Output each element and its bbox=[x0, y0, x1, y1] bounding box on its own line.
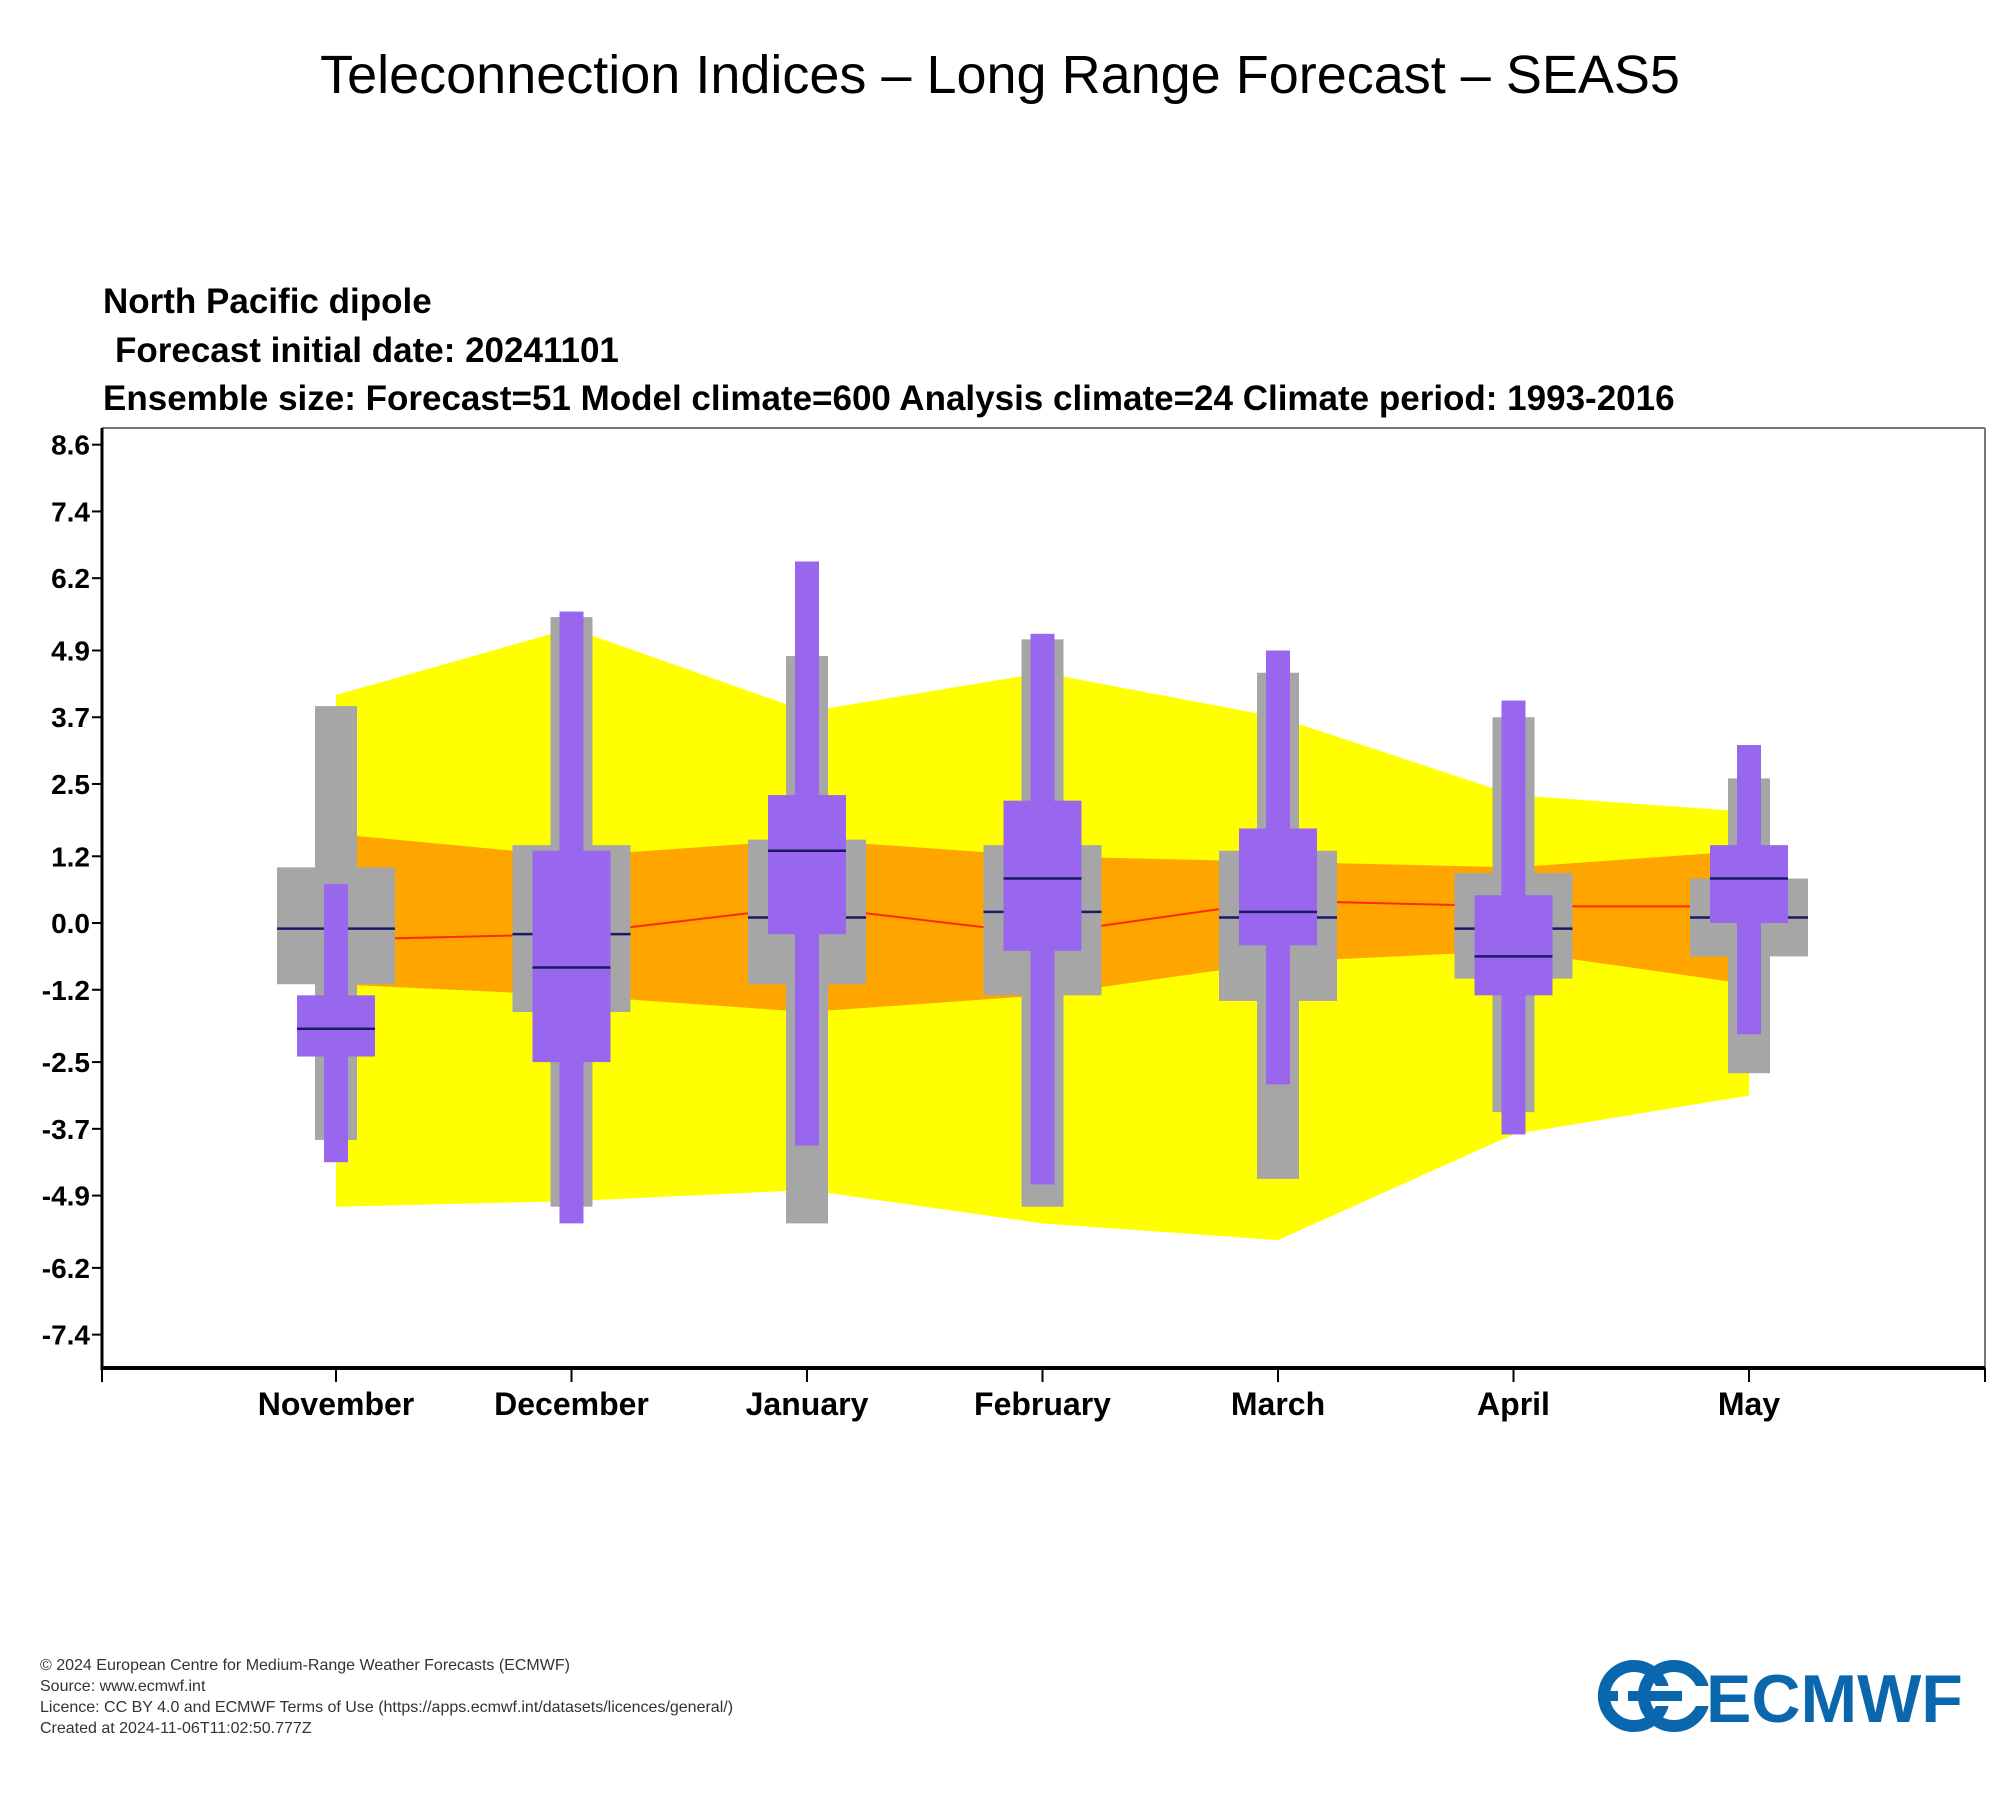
y-tick-label: -3.7 bbox=[42, 1114, 90, 1145]
y-tick-label: -2.5 bbox=[42, 1047, 90, 1078]
forecast-box-february bbox=[1003, 800, 1082, 951]
x-tick-label-november: November bbox=[258, 1386, 415, 1422]
x-tick-label-february: February bbox=[974, 1386, 1111, 1422]
x-tick-label-april: April bbox=[1477, 1386, 1550, 1422]
page-title: Teleconnection Indices – Long Range Fore… bbox=[320, 45, 1680, 105]
forecast-box-april bbox=[1474, 895, 1553, 996]
y-tick-label: 8.6 bbox=[51, 430, 90, 461]
forecast-box-may bbox=[1710, 845, 1788, 924]
ecmwf-logo: ECMWF bbox=[1598, 1660, 1963, 1732]
y-tick-label: -7.4 bbox=[42, 1320, 91, 1351]
copyright-text: © 2024 European Centre for Medium-Range … bbox=[40, 1657, 570, 1674]
footer: © 2024 European Centre for Medium-Range … bbox=[40, 1655, 733, 1739]
y-tick-label: -4.9 bbox=[42, 1181, 90, 1212]
y-tick-label: 4.9 bbox=[51, 635, 90, 666]
chart-title: North Pacific dipole bbox=[103, 282, 432, 321]
y-tick-label: 7.4 bbox=[51, 496, 90, 527]
forecast-box-march bbox=[1239, 828, 1317, 946]
created-text: Created at 2024-11-06T11:02:50.777Z bbox=[40, 1720, 312, 1737]
licence-text: Licence: CC BY 4.0 and ECMWF Terms of Us… bbox=[40, 1699, 734, 1716]
source-text: Source: www.ecmwf.int bbox=[40, 1678, 206, 1695]
y-tick-label: 2.5 bbox=[51, 769, 90, 800]
forecast-box-november bbox=[297, 995, 375, 1057]
x-tick-label-may: May bbox=[1718, 1386, 1780, 1422]
axes: 8.6 7.4 6.2 4.9 3.7 2.5 1.2 0.0 -1.2 -2.5 -3.7 -4.9… bbox=[42, 427, 1986, 1422]
forecast-initial-date: Forecast initial date: 20241101 bbox=[115, 331, 619, 370]
y-tick-label: -1.2 bbox=[42, 975, 90, 1006]
forecast-box-december bbox=[532, 850, 611, 1063]
x-tick-label-january: January bbox=[746, 1386, 869, 1422]
y-tick-label: 6.2 bbox=[51, 563, 90, 594]
y-tick-label: 1.2 bbox=[51, 841, 90, 872]
y-tick-label: 3.7 bbox=[51, 702, 90, 733]
y-tick-label: 0.0 bbox=[51, 908, 90, 939]
ecmwf-logo-mark bbox=[1598, 1660, 1714, 1732]
plot-area bbox=[277, 561, 1808, 1241]
forecast-box-january bbox=[768, 795, 846, 935]
ecmwf-logo-text: ECMWF bbox=[1706, 1661, 1963, 1732]
x-tick-label-march: March bbox=[1231, 1386, 1325, 1422]
y-tick-label: -6.2 bbox=[42, 1253, 90, 1284]
x-tick-label-december: December bbox=[494, 1386, 649, 1422]
ensemble-info: Ensemble size: Forecast=51 Model climate… bbox=[103, 379, 1675, 418]
